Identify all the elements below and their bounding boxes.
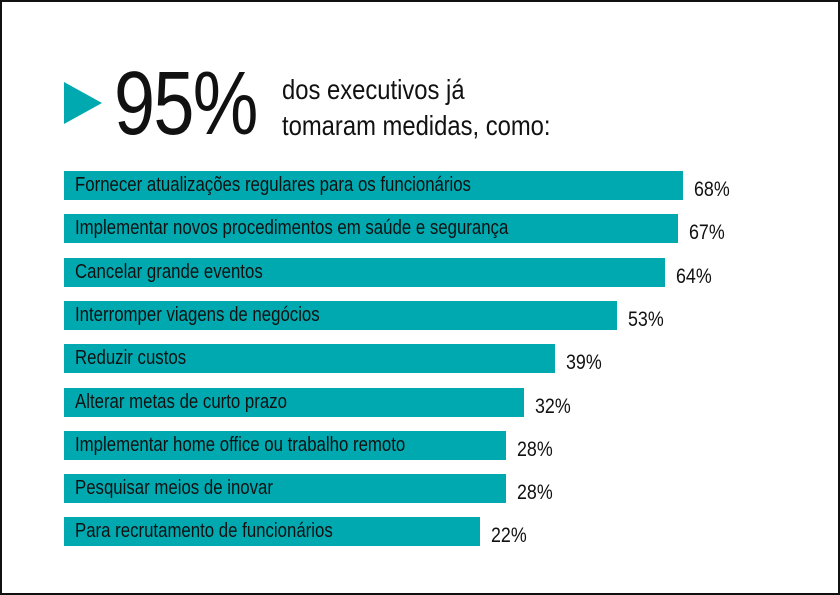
bar-label: Implementar home office ou trabalho remo… xyxy=(75,433,406,456)
value-label: 39% xyxy=(565,351,602,375)
value-label: 53% xyxy=(627,307,664,331)
bar-label: Fornecer atualizações regulares para os … xyxy=(75,174,471,196)
bar-label: Implementar novos procedimentos em saúde… xyxy=(75,217,509,240)
value-label: 64% xyxy=(676,264,712,288)
bar-label: Alterar metas de curto prazo xyxy=(75,390,287,413)
headline-subtitle: dos executivos já tomaram medidas, como: xyxy=(282,72,551,144)
bar xyxy=(64,517,481,547)
bar-label: Cancelar grande eventos xyxy=(75,260,263,283)
bar-label: Interromper viagens de negócios xyxy=(75,303,320,326)
bar xyxy=(64,387,525,417)
bar xyxy=(64,474,507,504)
value-label: 68% xyxy=(693,178,730,201)
bar-label: Reduzir custos xyxy=(75,347,187,370)
value-label: 32% xyxy=(535,394,571,418)
subtitle-line-2: tomaram medidas, como: xyxy=(282,110,551,141)
headline-percent: 95% xyxy=(114,54,258,154)
value-label: 22% xyxy=(491,524,527,548)
subtitle-line-1: dos executivos já xyxy=(282,74,465,105)
bar xyxy=(64,430,507,460)
bar-label: Pesquisar meios de inovar xyxy=(75,477,273,500)
bar xyxy=(64,344,555,374)
value-label: 67% xyxy=(689,221,726,245)
value-label: 28% xyxy=(517,437,554,461)
bar xyxy=(64,257,666,287)
bar xyxy=(64,171,683,200)
arrow-icon xyxy=(64,82,102,124)
bar xyxy=(64,214,679,244)
bar xyxy=(64,300,617,330)
value-label: 28% xyxy=(517,481,554,505)
bar-label: Para recrutamento de funcionários xyxy=(75,520,333,543)
